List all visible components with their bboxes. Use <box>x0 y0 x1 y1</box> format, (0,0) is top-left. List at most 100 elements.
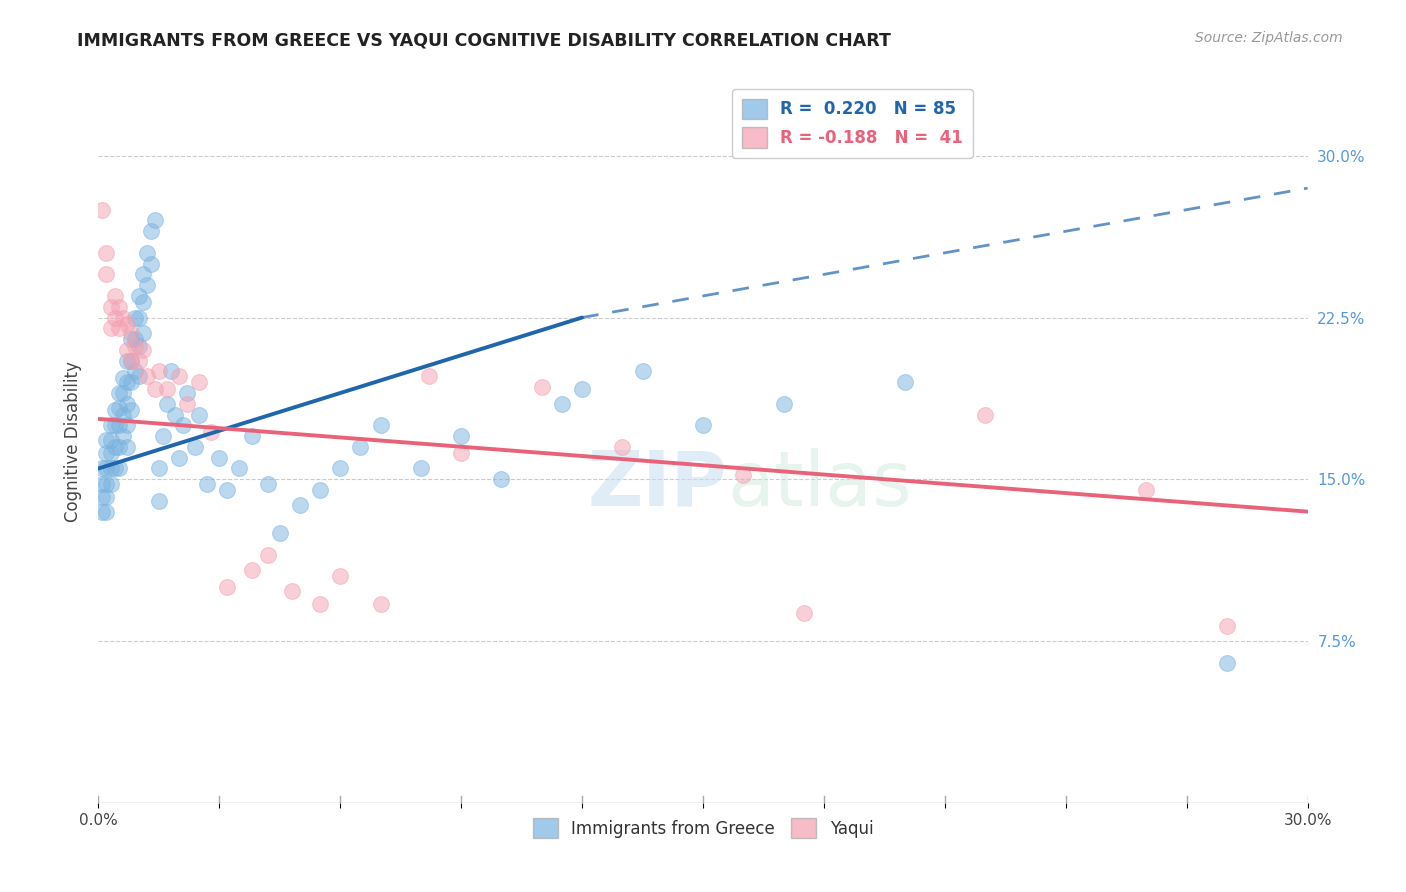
Point <box>107 321 129 335</box>
Point <box>91 490 114 504</box>
Point <box>217 483 239 497</box>
Point <box>107 418 129 433</box>
Point <box>631 364 654 378</box>
Point <box>120 332 142 346</box>
Point <box>115 317 138 331</box>
Point <box>256 476 278 491</box>
Point <box>120 326 142 340</box>
Point <box>184 440 207 454</box>
Point <box>96 434 118 448</box>
Point <box>143 382 166 396</box>
Point <box>124 332 146 346</box>
Point <box>156 397 179 411</box>
Point <box>692 418 714 433</box>
Point <box>176 397 198 411</box>
Point <box>111 310 134 325</box>
Point <box>188 376 211 390</box>
Point <box>107 401 129 416</box>
Point <box>139 257 162 271</box>
Point <box>370 598 392 612</box>
Point <box>135 245 157 260</box>
Point <box>96 505 118 519</box>
Point <box>132 343 155 357</box>
Point <box>156 382 179 396</box>
Point <box>128 338 150 352</box>
Point <box>124 310 146 325</box>
Point <box>208 450 231 465</box>
Point <box>124 364 146 378</box>
Point <box>195 476 218 491</box>
Point <box>124 338 146 352</box>
Point <box>91 461 114 475</box>
Point <box>103 403 125 417</box>
Point <box>107 300 129 314</box>
Point <box>309 483 332 497</box>
Point <box>733 467 755 482</box>
Point <box>329 461 352 475</box>
Point <box>100 446 122 460</box>
Point <box>132 326 155 340</box>
Point <box>103 461 125 475</box>
Text: ZIP: ZIP <box>588 448 727 522</box>
Point <box>103 310 125 325</box>
Point <box>269 526 291 541</box>
Point <box>148 493 170 508</box>
Point <box>418 368 440 383</box>
Point <box>128 353 150 368</box>
Point <box>91 202 114 217</box>
Legend: Immigrants from Greece, Yaqui: Immigrants from Greece, Yaqui <box>526 812 880 845</box>
Point <box>96 245 118 260</box>
Point <box>188 408 211 422</box>
Point <box>281 584 304 599</box>
Point <box>111 408 134 422</box>
Point <box>111 371 134 385</box>
Y-axis label: Cognitive Disability: Cognitive Disability <box>63 361 82 522</box>
Point <box>115 343 138 357</box>
Point <box>1135 483 1157 497</box>
Point <box>91 505 114 519</box>
Point <box>120 403 142 417</box>
Point <box>450 446 472 460</box>
Point <box>772 397 794 411</box>
Point <box>139 224 162 238</box>
Point <box>288 498 311 512</box>
Point <box>96 490 118 504</box>
Point <box>100 418 122 433</box>
Point <box>115 397 138 411</box>
Point <box>103 440 125 454</box>
Point <box>167 368 190 383</box>
Point <box>120 353 142 368</box>
Point <box>128 310 150 325</box>
Point <box>107 386 129 401</box>
Point <box>115 376 138 390</box>
Point <box>128 289 150 303</box>
Point <box>111 386 134 401</box>
Point <box>349 440 371 454</box>
Point <box>100 321 122 335</box>
Point <box>115 418 138 433</box>
Point <box>143 213 166 227</box>
Point <box>100 434 122 448</box>
Point <box>103 418 125 433</box>
Point <box>96 461 118 475</box>
Text: atlas: atlas <box>727 448 912 522</box>
Point <box>571 382 593 396</box>
Point <box>100 476 122 491</box>
Point <box>530 379 553 393</box>
Point <box>612 440 634 454</box>
Point <box>152 429 174 443</box>
Point <box>148 461 170 475</box>
Point <box>148 364 170 378</box>
Point <box>91 476 114 491</box>
Point <box>107 461 129 475</box>
Point <box>309 598 332 612</box>
Point <box>120 353 142 368</box>
Point <box>491 472 513 486</box>
Point <box>96 268 118 282</box>
Text: Source: ZipAtlas.com: Source: ZipAtlas.com <box>1195 31 1343 45</box>
Point <box>160 364 183 378</box>
Point <box>200 425 222 439</box>
Point <box>551 397 574 411</box>
Point <box>132 268 155 282</box>
Point <box>217 580 239 594</box>
